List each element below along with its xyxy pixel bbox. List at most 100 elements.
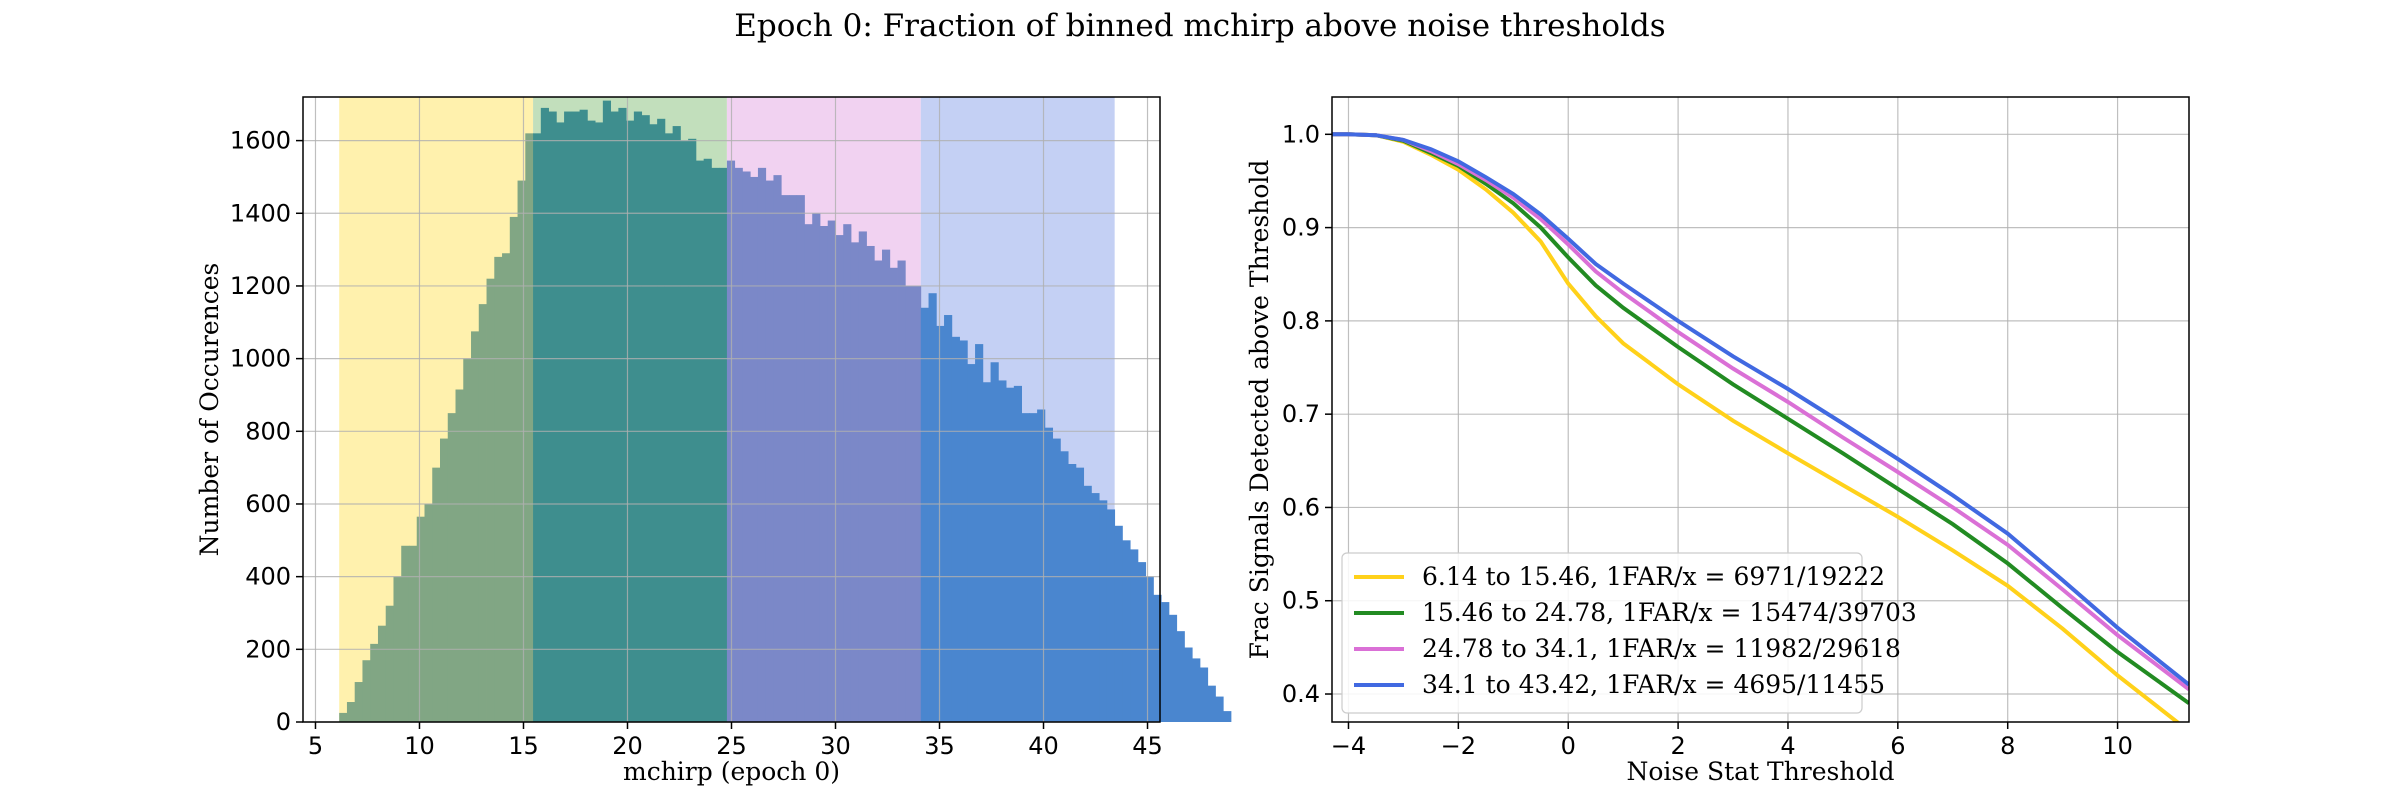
y-tick-label: 0: [276, 708, 291, 736]
y-tick-label: 1200: [230, 272, 291, 300]
histogram-bar: [1006, 387, 1015, 722]
series-line-4: [1332, 132, 2189, 687]
x-tick-label: 15: [508, 732, 539, 760]
histogram-bar: [850, 242, 860, 723]
histogram-y-axis-label: Number of Occurences: [195, 263, 224, 557]
histogram-bar: [571, 111, 580, 722]
histogram-bar: [478, 304, 487, 722]
histogram-bar: [509, 216, 518, 723]
histogram-bar: [502, 253, 511, 722]
histogram-bar: [579, 109, 588, 723]
histogram-bar: [866, 245, 875, 723]
histogram-bar: [827, 220, 836, 722]
histogram-bar: [556, 122, 565, 723]
histogram-bar: [1184, 647, 1193, 722]
histogram-bar: [990, 362, 999, 722]
histogram-bar: [975, 344, 984, 722]
histogram-bar: [788, 195, 798, 722]
histogram-bar: [750, 176, 759, 722]
histogram-bar: [339, 712, 348, 722]
histogram-bar: [354, 682, 363, 722]
legend-label-3: 24.78 to 34.1, 1FAR/x = 11982/29618: [1422, 634, 1901, 663]
y-tick-label: 800: [245, 417, 291, 445]
x-tick-label: 2: [1670, 732, 1685, 760]
histogram-bar: [587, 120, 596, 722]
histogram-bar: [1137, 562, 1147, 722]
x-tick-label: 0: [1561, 732, 1576, 760]
x-tick-label: −4: [1331, 732, 1366, 760]
histogram-bar: [633, 111, 643, 722]
histogram-bar: [1083, 485, 1092, 722]
histogram-bar: [432, 467, 441, 722]
histogram-bar: [471, 331, 480, 722]
histogram-bar: [486, 278, 495, 722]
histogram-bar: [517, 180, 526, 723]
histogram-bar: [1106, 509, 1116, 722]
legend-label-2: 15.46 to 24.78, 1FAR/x = 15474/39703: [1422, 598, 1917, 627]
histogram-bar: [385, 605, 394, 722]
histogram-bar: [1168, 614, 1178, 722]
histogram-bar: [804, 224, 813, 722]
histogram-bar: [447, 413, 456, 722]
y-tick-label: 0.6: [1282, 493, 1320, 521]
histogram-bar: [672, 126, 681, 723]
y-tick-label: 0.4: [1282, 680, 1320, 708]
histogram-bar: [1122, 540, 1131, 722]
y-tick-label: 1400: [230, 199, 291, 227]
legend-box: [1341, 552, 1863, 714]
histogram-bar: [703, 158, 712, 722]
histogram-bar: [548, 111, 557, 722]
histogram-bar: [1215, 696, 1224, 722]
x-tick-label: 4: [1780, 732, 1795, 760]
histogram-bar: [626, 120, 635, 722]
histogram-bar: [649, 124, 658, 722]
histogram-bar: [1223, 711, 1232, 722]
figure-title: Epoch 0: Fraction of binned mchirp above…: [734, 8, 1666, 44]
histogram-bar: [1192, 658, 1201, 722]
histogram-bar: [1021, 413, 1030, 722]
x-tick-label: 5: [308, 732, 323, 760]
histogram-bar: [1114, 525, 1123, 722]
x-tick-label: 8: [2000, 732, 2015, 760]
histogram-bar: [440, 438, 449, 722]
histogram-x-axis-label: mchirp (epoch 0): [623, 757, 840, 786]
histogram-bar: [1207, 685, 1216, 722]
histogram-bar: [757, 167, 767, 723]
histogram-bar: [734, 167, 743, 723]
histogram-bar: [936, 325, 945, 722]
histogram-bar: [602, 100, 612, 722]
x-tick-label: 30: [820, 732, 851, 760]
y-tick-label: 1600: [230, 127, 291, 155]
histogram-bar: [719, 167, 728, 723]
histogram-bar: [819, 225, 829, 723]
histogram-bar: [1176, 631, 1185, 722]
histogram-bar: [695, 160, 705, 723]
histogram-bar: [362, 660, 371, 722]
histogram-bar: [494, 256, 503, 722]
x-tick-label: 10: [404, 732, 435, 760]
histogram-bar: [1052, 438, 1061, 722]
histogram-bar: [525, 133, 534, 722]
y-tick-label: 0.9: [1282, 214, 1320, 242]
histogram-bar: [688, 138, 697, 723]
histogram-bar: [959, 340, 968, 722]
x-tick-label: 35: [924, 732, 955, 760]
line-axes-frame: [1331, 96, 2190, 723]
histogram-bar: [967, 364, 976, 722]
histogram-bar: [1013, 385, 1022, 722]
histogram-bar: [377, 625, 387, 722]
histogram-bar: [564, 111, 573, 722]
y-tick-label: 0.8: [1282, 307, 1320, 335]
histogram-bar: [664, 133, 674, 722]
histogram-bar: [346, 702, 356, 722]
line-x-axis-label: Noise Stat Threshold: [1626, 757, 1894, 786]
histogram-bar: [835, 235, 844, 722]
histogram-bar: [1153, 594, 1162, 722]
x-tick-label: 20: [612, 732, 643, 760]
histogram-bar: [610, 111, 619, 722]
histogram-bar: [416, 516, 425, 722]
histogram-bar: [711, 167, 720, 723]
histogram-bar: [1130, 549, 1139, 722]
